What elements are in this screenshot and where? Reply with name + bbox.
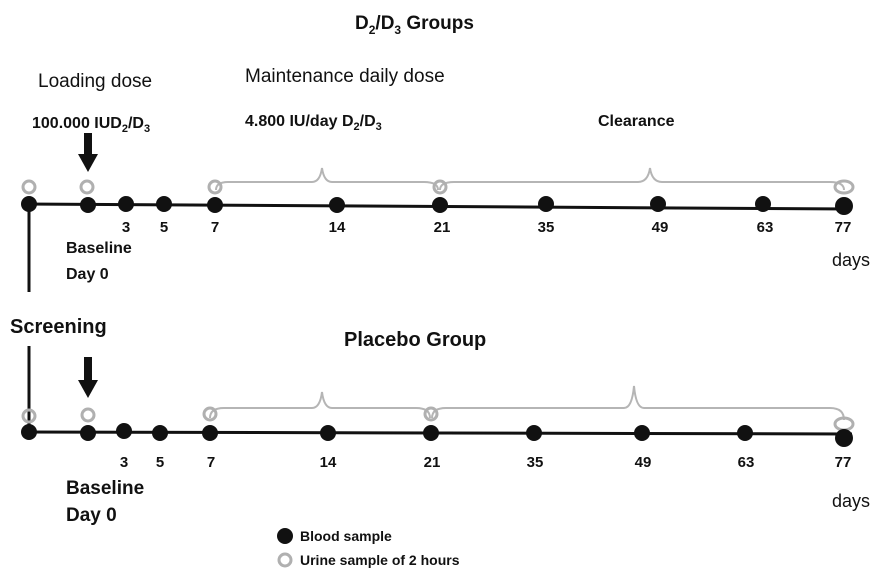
bottom-tick-label: 35 bbox=[527, 454, 544, 471]
loading-dose-value: 100.000 IUD2/D3 bbox=[32, 115, 150, 135]
blood-marker bbox=[207, 197, 223, 213]
bottom-tick-label: 63 bbox=[738, 454, 755, 471]
blood-marker bbox=[634, 425, 650, 441]
top-baseline-label: Baseline bbox=[66, 240, 132, 257]
urine-marker bbox=[21, 408, 37, 424]
top-day0-label: Day 0 bbox=[66, 266, 109, 283]
top-group-title: D2/D3 Groups bbox=[355, 13, 474, 37]
blood-marker bbox=[21, 196, 37, 212]
blood-marker bbox=[835, 197, 853, 215]
top-tick-label: 3 bbox=[122, 219, 130, 236]
top-days-label: days bbox=[832, 250, 870, 270]
blood-marker bbox=[202, 425, 218, 441]
bottom-dose-arrow bbox=[78, 357, 98, 398]
loading-dose-label: Loading dose bbox=[38, 71, 152, 92]
clearance-brace-top bbox=[439, 167, 845, 191]
bottom-tick-label: 3 bbox=[120, 454, 128, 471]
legend-urine-icon bbox=[277, 552, 293, 568]
maintenance-brace-top bbox=[215, 167, 439, 191]
blood-marker bbox=[118, 196, 134, 212]
blood-marker bbox=[80, 197, 96, 213]
bottom-tick-label: 14 bbox=[320, 454, 337, 471]
blood-marker bbox=[526, 425, 542, 441]
bottom-day0-label: Day 0 bbox=[66, 505, 117, 526]
blood-marker bbox=[538, 196, 554, 212]
maintenance-dose-value: 4.800 IU/day D2/D3 bbox=[245, 113, 382, 133]
legend: Blood sample Urine sample of 2 hours bbox=[277, 528, 460, 568]
urine-marker bbox=[21, 179, 37, 195]
blood-marker bbox=[116, 423, 132, 439]
blood-marker bbox=[21, 424, 37, 440]
urine-marker bbox=[432, 179, 448, 195]
top-tick-label: 14 bbox=[329, 219, 346, 236]
blood-marker bbox=[80, 425, 96, 441]
urine-marker bbox=[423, 406, 439, 422]
top-tick-label: 63 bbox=[757, 219, 774, 236]
bottom-baseline-label: Baseline bbox=[66, 478, 144, 499]
bottom-tick-label: 77 bbox=[835, 454, 852, 471]
blood-marker bbox=[737, 425, 753, 441]
blood-marker bbox=[152, 425, 168, 441]
clearance-brace-bottom bbox=[431, 385, 845, 421]
top-tick-label: 5 bbox=[160, 219, 168, 236]
blood-marker bbox=[320, 425, 336, 441]
bottom-tick-label: 7 bbox=[207, 454, 215, 471]
blood-marker bbox=[156, 196, 172, 212]
urine-marker bbox=[79, 179, 95, 195]
urine-marker bbox=[80, 407, 96, 423]
legend-urine-label: Urine sample of 2 hours bbox=[300, 552, 460, 568]
blood-marker bbox=[650, 196, 666, 212]
bottom-tick-label: 49 bbox=[635, 454, 652, 471]
blood-marker bbox=[835, 429, 853, 447]
screening-label: Screening bbox=[10, 316, 107, 338]
urine-marker bbox=[202, 406, 218, 422]
clearance-label: Clearance bbox=[598, 113, 675, 130]
legend-blood-icon bbox=[277, 528, 293, 544]
top-tick-label: 49 bbox=[652, 219, 669, 236]
top-tick-label: 7 bbox=[211, 219, 219, 236]
blood-marker bbox=[432, 197, 448, 213]
bottom-tick-label: 5 bbox=[156, 454, 164, 471]
blood-marker bbox=[755, 196, 771, 212]
bottom-group-title: Placebo Group bbox=[344, 329, 486, 351]
maintenance-dose-label: Maintenance daily dose bbox=[245, 66, 445, 87]
blood-marker bbox=[329, 197, 345, 213]
blood-marker bbox=[423, 425, 439, 441]
top-tick-label: 77 bbox=[835, 219, 852, 236]
top-tick-label: 35 bbox=[538, 219, 555, 236]
urine-marker bbox=[207, 179, 223, 195]
maintenance-brace-bottom bbox=[209, 391, 431, 419]
top-dose-arrow bbox=[78, 133, 98, 172]
top-tick-label: 21 bbox=[434, 219, 451, 236]
legend-blood-label: Blood sample bbox=[300, 528, 392, 544]
bottom-days-label: days bbox=[832, 491, 870, 511]
urine-marker bbox=[833, 179, 855, 195]
bottom-tick-label: 21 bbox=[424, 454, 441, 471]
